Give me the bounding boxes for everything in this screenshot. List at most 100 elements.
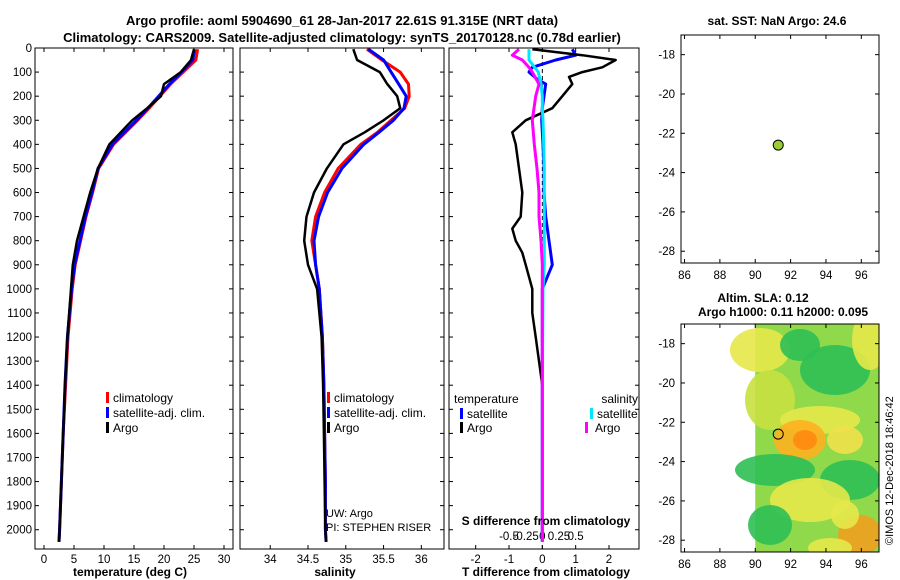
diff-s-xtick-label: 0.25 (548, 531, 570, 543)
difference-xlabel: T difference from climatology (462, 565, 630, 579)
sst-ytick-label: -18 (658, 50, 675, 62)
sst-xtick-label: 94 (820, 270, 833, 282)
sst-map-title: sat. SST: NaN Argo: 24.6 (708, 14, 847, 28)
depth-tick-label: 1100 (7, 308, 32, 320)
difference-panel: -2 -1 0 1 2-0.5-0.25 0 0.250.5 T difference fr… (448, 47, 640, 579)
temperature-xlabel: temperature (deg C) (73, 565, 187, 579)
legend-title-temperature: temperature (454, 392, 519, 406)
sla-map-title-2: Argo h1000: 0.11 h2000: 0.095 (698, 305, 868, 319)
sla-map-axes: 86 88 90 92 94 96 -18 -20 -22 -24 -26 -28 (658, 324, 879, 571)
legend-label-climatology-s: climatology (334, 391, 394, 405)
legend-label-argo: Argo (113, 421, 139, 435)
sla-heat-blob (730, 328, 790, 372)
diff-s-xtick-label: 0.5 (568, 531, 584, 543)
sst-xtick-label: 86 (678, 270, 691, 282)
sst-map-panel: sat. SST: NaN Argo: 24.6 86 88 90 92 94 96 -18… (658, 14, 880, 282)
sal-xtick-label: 34 (264, 554, 277, 566)
temp-xtick-label: 25 (188, 554, 201, 566)
temp-xtick-label: 15 (128, 554, 141, 566)
legend-label-climatology: climatology (113, 391, 173, 405)
sla-xtick-label: 88 (713, 559, 726, 571)
depth-tick-label: 2000 (6, 525, 32, 537)
legend-swatch-s-satellite (590, 408, 593, 419)
sla-xtick-label: 94 (820, 559, 833, 571)
depth-tick-label: 300 (13, 115, 32, 127)
depth-tick-label: 1600 (6, 428, 32, 440)
sla-heat-blob (745, 370, 795, 430)
credit-uw: UW: Argo (326, 508, 373, 520)
sst-ytick-label: -28 (658, 246, 675, 258)
difference-lines (510, 48, 617, 542)
sal-xtick-label: 34.5 (297, 554, 319, 566)
temp-xtick-label: 0 (41, 554, 47, 566)
sla-xtick-label: 96 (855, 559, 868, 571)
sla-heat-blob (852, 324, 879, 370)
legend-label-argo-s: Argo (334, 421, 360, 435)
salinity-legend: climatology satellite-adj. clim. Argo (327, 391, 426, 435)
sla-ytick-label: -20 (658, 378, 675, 390)
temperature-lines (57, 48, 200, 542)
difference-frame (448, 47, 640, 550)
legend-swatch-satellite-s (327, 407, 330, 418)
diff-s-xtick-label: -0.25 (513, 531, 539, 543)
sla-xtick-label: 90 (749, 559, 762, 571)
legend-label-s-satellite: satellite (597, 407, 638, 421)
sla-heatmap (730, 324, 879, 552)
legend-swatch-argo-s (327, 422, 330, 433)
title-line-2: Climatology: CARS2009. Satellite-adjuste… (63, 30, 621, 45)
diff-s-xtick-label: -0.5 (499, 531, 519, 543)
sal-xtick-label: 35 (339, 554, 352, 566)
depth-tick-label: 1500 (6, 404, 32, 416)
sst-xtick-label: 88 (713, 270, 726, 282)
difference-legend: temperature salinity satellite Argo sate… (454, 392, 638, 435)
depth-tick-label: 1400 (6, 380, 32, 392)
legend-swatch-t-argo (460, 422, 463, 433)
diff-xtick-label: 0 (539, 554, 545, 566)
diff-series-t-satellite (527, 48, 578, 542)
sal-xtick-label: 36 (415, 554, 428, 566)
diff-xtick-label: 1 (572, 554, 578, 566)
legend-swatch-climatology (106, 392, 109, 403)
depth-tick-label: 1000 (6, 284, 32, 296)
difference-axes: -2 -1 0 1 2-0.5-0.25 0 0.250.5 (449, 47, 639, 566)
sst-float-marker (772, 139, 784, 151)
diff-xtick-label: -2 (471, 554, 481, 566)
temperature-axes: 0100200300400500600700800900100011001200… (6, 43, 233, 566)
legend-swatch-satellite (106, 407, 109, 418)
sst-ytick-label: -26 (658, 207, 675, 219)
credit-pi: PI: STEPHEN RISER (326, 522, 431, 534)
legend-swatch-s-argo (585, 422, 588, 433)
temperature-frame (34, 47, 234, 550)
depth-tick-label: 500 (13, 163, 32, 175)
sla-float-marker (772, 428, 784, 440)
sla-heat-blob (793, 430, 817, 450)
salinity-xlabel: salinity (314, 565, 356, 579)
salinity-frame (239, 47, 445, 550)
temperature-panel: 0100200300400500600700800900100011001200… (6, 43, 234, 579)
depth-tick-label: 1700 (6, 452, 32, 464)
legend-label-t-argo: Argo (467, 421, 493, 435)
sla-ytick-label: -28 (658, 535, 675, 547)
sla-heat-blob (748, 505, 792, 545)
legend-swatch-t-satellite (460, 408, 463, 419)
depth-tick-label: 900 (13, 260, 32, 272)
sla-xtick-label: 86 (678, 559, 691, 571)
temp-xtick-label: 5 (71, 554, 77, 566)
sst-ytick-label: -24 (658, 168, 675, 180)
imos-credit: ©IMOS 12-Dec-2018 18:46:42 (884, 396, 896, 545)
sal-xtick-label: 35.5 (372, 554, 394, 566)
temp-xtick-label: 30 (218, 554, 231, 566)
sst-ytick-label: -22 (658, 128, 675, 140)
sla-heat-blob (808, 538, 852, 552)
diff-xtick-label: -1 (504, 554, 514, 566)
sst-xtick-label: 90 (749, 270, 762, 282)
difference-xlabel-top: S difference from climatology (462, 514, 631, 528)
sst-xtick-label: 96 (855, 270, 868, 282)
sla-heat-blob (735, 454, 815, 486)
salinity-panel: 34 34.5 35 35.5 36 salinity climatology sate… (239, 47, 445, 579)
diff-series-t-argo (511, 48, 617, 542)
legend-label-s-argo: Argo (595, 421, 621, 435)
temperature-legend: climatology satellite-adj. clim. Argo (106, 391, 205, 435)
depth-tick-label: 600 (13, 188, 32, 200)
